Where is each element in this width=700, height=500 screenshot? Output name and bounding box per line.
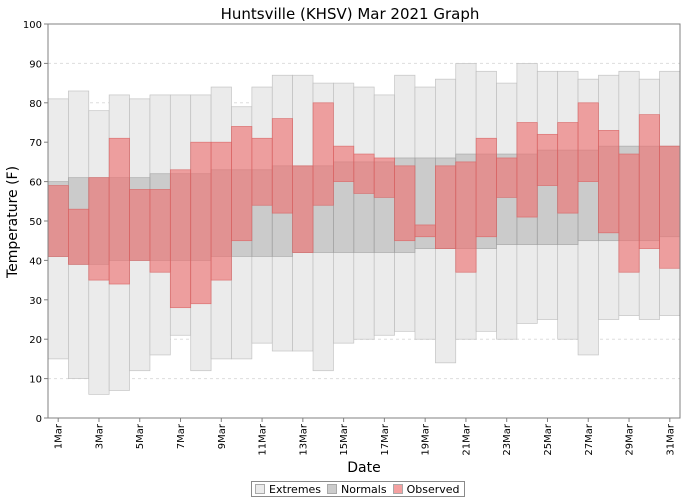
bar-observed-6Mar [149, 189, 171, 273]
bar-observed-31Mar [659, 145, 681, 269]
y-axis-label: Temperature (F) [5, 166, 21, 279]
bar-observed-27Mar [577, 102, 599, 182]
chart-title: Huntsville (KHSV) Mar 2021 Graph [221, 5, 480, 23]
bar-observed-3Mar [88, 177, 110, 281]
y-tick-label: 10 [29, 375, 42, 386]
x-tick-label: 15Mar [339, 423, 350, 455]
legend-swatch-observed [392, 484, 403, 494]
x-tick-label: 29Mar [625, 423, 636, 455]
y-tick-label: 60 [29, 178, 42, 189]
x-tick-label: 11Mar [258, 423, 269, 455]
y-tick-label: 100 [23, 20, 42, 31]
x-tick-label: 7Mar [176, 423, 187, 449]
x-tick-label: 27Mar [584, 423, 595, 455]
bar-observed-19Mar [414, 224, 436, 238]
bar-observed-26Mar [557, 122, 579, 214]
bar-observed-29Mar [618, 153, 640, 273]
y-tick-label: 0 [36, 414, 42, 425]
bar-observed-13Mar [292, 165, 314, 253]
bar-observed-24Mar [516, 122, 538, 218]
y-tick-label: 30 [29, 296, 42, 307]
bar-observed-14Mar [312, 102, 334, 206]
bar-observed-8Mar [190, 141, 212, 305]
legend-item-extremes: Extremes [255, 483, 321, 496]
bar-observed-12Mar [271, 118, 293, 214]
bar-observed-21Mar [455, 161, 477, 273]
bar-observed-5Mar [129, 189, 151, 261]
x-axis-label: Date [347, 460, 380, 476]
bar-observed-2Mar [68, 208, 90, 265]
x-tick-label: 25Mar [543, 423, 554, 455]
x-tick-label: 3Mar [94, 423, 105, 449]
y-tick-label: 90 [29, 59, 42, 70]
x-tick-label: 23Mar [502, 423, 513, 455]
x-tick-label: 31Mar [665, 423, 676, 455]
legend-item-normals: Normals [327, 483, 387, 496]
x-tick-label: 5Mar [135, 423, 146, 449]
x-tick-label: 9Mar [217, 423, 228, 449]
x-tick-label: 21Mar [461, 423, 472, 455]
bar-observed-28Mar [598, 130, 620, 234]
bar-observed-22Mar [475, 137, 497, 238]
x-tick-label: 17Mar [380, 423, 391, 455]
y-tick-label: 50 [29, 217, 42, 228]
bar-observed-23Mar [496, 157, 518, 198]
bar-observed-30Mar [638, 114, 660, 249]
bar-observed-1Mar [47, 185, 69, 257]
y-tick-label: 20 [29, 335, 42, 346]
y-tick-label: 80 [29, 99, 42, 110]
bar-observed-17Mar [373, 157, 395, 198]
bar-observed-20Mar [435, 165, 457, 249]
bar-observed-11Mar [251, 137, 273, 206]
bar-observed-10Mar [231, 126, 253, 242]
legend-label-observed: Observed [406, 482, 460, 496]
x-tick-label: 19Mar [421, 423, 432, 455]
bar-observed-4Mar [108, 137, 130, 285]
legend-label-extremes: Extremes [269, 482, 322, 496]
bar-observed-7Mar [169, 169, 192, 309]
legend-swatch-extremes [255, 484, 265, 494]
bar-observed-16Mar [353, 153, 375, 194]
chart-legend: Extremes Normals Observed [251, 481, 465, 497]
y-tick-label: 40 [29, 256, 42, 267]
bar-observed-18Mar [394, 165, 416, 242]
legend-label-normals: Normals [341, 482, 387, 496]
legend-swatch-normals [327, 484, 338, 494]
bar-observed-15Mar [333, 145, 355, 182]
x-tick-label: 13Mar [298, 423, 309, 455]
legend-item-observed: Observed [392, 482, 460, 496]
bar-observed-25Mar [536, 133, 559, 186]
bar-observed-9Mar [210, 141, 232, 281]
y-tick-label: 70 [29, 138, 42, 149]
x-tick-label: 1Mar [54, 423, 65, 449]
